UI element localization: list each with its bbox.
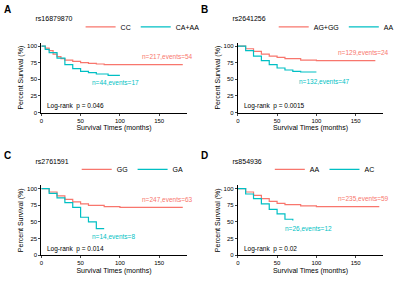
svg-text:n=44,events=17: n=44,events=17 — [92, 79, 139, 86]
svg-text:50: 50 — [30, 76, 37, 82]
svg-text:GA: GA — [173, 166, 183, 173]
svg-text:AA: AA — [310, 166, 320, 173]
svg-text:100: 100 — [311, 260, 322, 266]
svg-text:100: 100 — [311, 118, 322, 124]
svg-text:Log-rank p = 0.046: Log-rank p = 0.046 — [47, 102, 104, 110]
svg-text:150: 150 — [154, 260, 165, 266]
svg-text:Survival Times (months): Survival Times (months) — [76, 267, 151, 275]
svg-text:0: 0 — [230, 252, 234, 258]
svg-text:Percent Survival (%): Percent Survival (%) — [214, 188, 222, 252]
svg-text:rs16879870: rs16879870 — [36, 15, 73, 22]
svg-text:150: 150 — [154, 118, 165, 124]
svg-text:0: 0 — [40, 118, 44, 124]
svg-text:C: C — [4, 150, 11, 161]
svg-text:B: B — [201, 4, 208, 15]
svg-text:25: 25 — [30, 93, 37, 99]
svg-text:A: A — [4, 4, 11, 15]
svg-text:Percent Survival (%): Percent Survival (%) — [17, 188, 25, 252]
svg-text:100: 100 — [27, 186, 38, 192]
svg-text:GG: GG — [117, 166, 128, 173]
svg-text:D: D — [201, 150, 208, 161]
svg-text:75: 75 — [30, 60, 37, 66]
svg-text:AG+GG: AG+GG — [314, 24, 339, 31]
svg-text:rs2641256: rs2641256 — [233, 15, 266, 22]
svg-text:50: 50 — [30, 219, 37, 225]
svg-text:0: 0 — [236, 118, 240, 124]
svg-text:0: 0 — [34, 110, 38, 116]
svg-text:0: 0 — [230, 110, 234, 116]
svg-text:0: 0 — [236, 260, 240, 266]
svg-text:100: 100 — [27, 43, 38, 49]
svg-text:n=26,events=12: n=26,events=12 — [285, 225, 332, 232]
svg-text:CC: CC — [121, 24, 131, 31]
svg-text:50: 50 — [227, 219, 234, 225]
svg-text:CA+AA: CA+AA — [176, 24, 199, 31]
svg-text:25: 25 — [227, 93, 234, 99]
svg-text:n=132,events=47: n=132,events=47 — [299, 78, 350, 85]
svg-text:100: 100 — [115, 118, 126, 124]
svg-text:25: 25 — [30, 236, 37, 242]
svg-text:25: 25 — [227, 236, 234, 242]
svg-text:50: 50 — [227, 76, 234, 82]
svg-text:rs2761591: rs2761591 — [36, 158, 69, 165]
svg-text:n=14,events=8: n=14,events=8 — [92, 233, 135, 240]
svg-text:n=235,events=59: n=235,events=59 — [338, 195, 389, 202]
svg-text:n=129,events=24: n=129,events=24 — [338, 49, 389, 56]
svg-text:rs854936: rs854936 — [233, 158, 262, 165]
svg-text:n=217,events=54: n=217,events=54 — [142, 53, 193, 60]
svg-text:Percent Survival (%): Percent Survival (%) — [214, 46, 222, 110]
svg-text:75: 75 — [227, 60, 234, 66]
svg-text:75: 75 — [227, 202, 234, 208]
svg-text:Log-rank p = 0.0015: Log-rank p = 0.0015 — [244, 102, 305, 110]
svg-text:0: 0 — [40, 260, 44, 266]
svg-text:n=247,events=63: n=247,events=63 — [142, 196, 193, 203]
svg-text:Survival Times (months): Survival Times (months) — [273, 124, 348, 132]
svg-text:50: 50 — [77, 118, 84, 124]
svg-text:150: 150 — [351, 260, 362, 266]
svg-text:Log-rank p = 0.014: Log-rank p = 0.014 — [47, 245, 104, 253]
svg-text:Log-rank p = 0.02: Log-rank p = 0.02 — [244, 245, 297, 253]
svg-text:100: 100 — [115, 260, 126, 266]
svg-text:50: 50 — [274, 260, 281, 266]
svg-text:AC: AC — [364, 166, 374, 173]
svg-text:100: 100 — [224, 43, 235, 49]
svg-text:0: 0 — [34, 252, 38, 258]
svg-text:AA: AA — [384, 24, 394, 31]
svg-text:100: 100 — [224, 186, 235, 192]
svg-text:75: 75 — [30, 202, 37, 208]
svg-text:Survival Times (months): Survival Times (months) — [273, 267, 348, 275]
svg-text:50: 50 — [77, 260, 84, 266]
svg-text:150: 150 — [351, 118, 362, 124]
svg-text:Survival Times (months): Survival Times (months) — [76, 124, 151, 132]
svg-text:50: 50 — [274, 118, 281, 124]
svg-text:Percent Survival (%): Percent Survival (%) — [17, 46, 25, 110]
